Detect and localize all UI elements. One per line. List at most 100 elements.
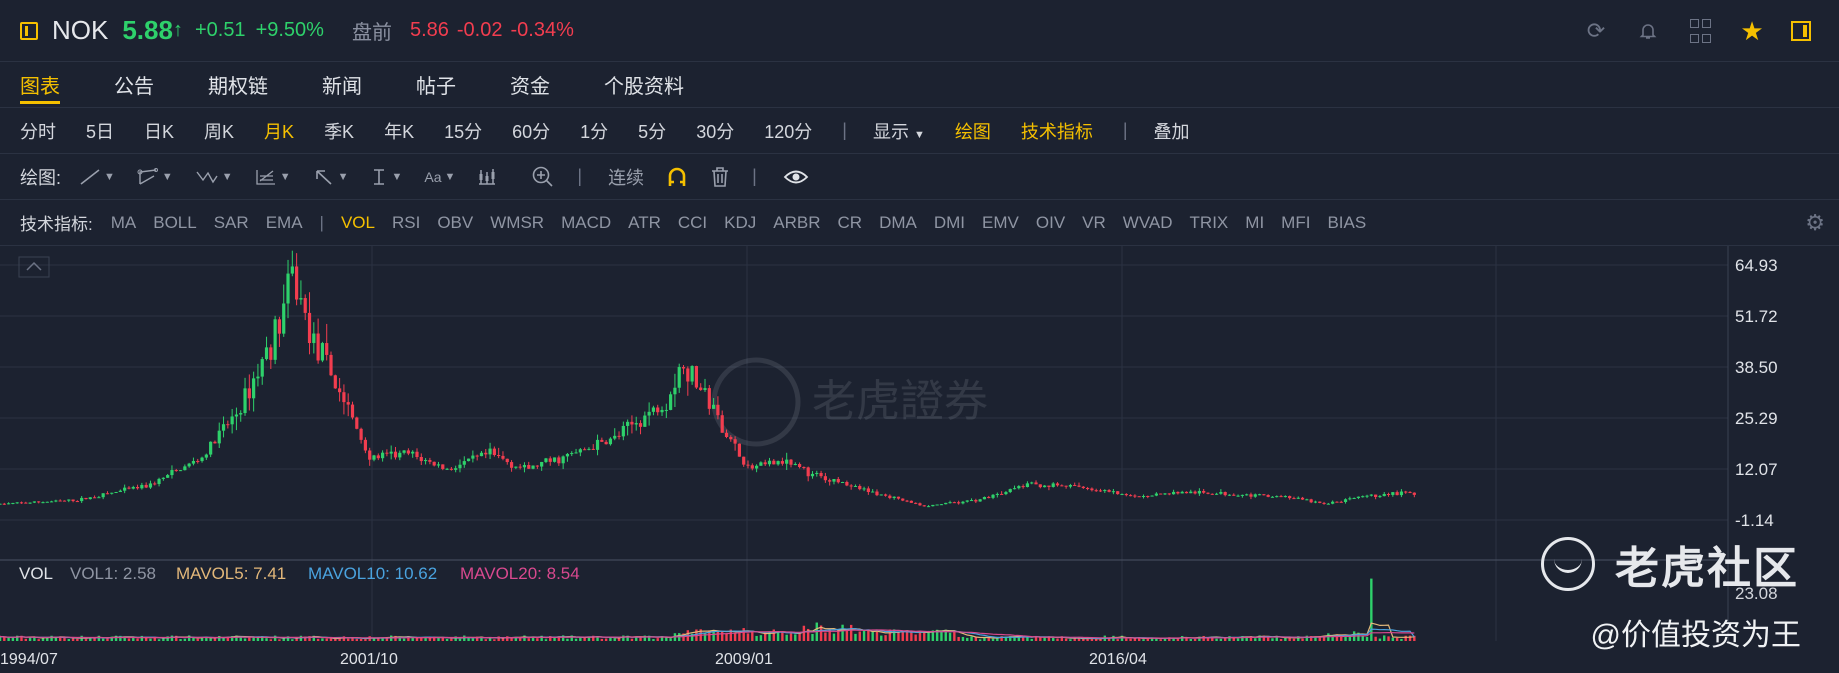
candle-body	[1296, 497, 1300, 499]
volume-bar	[875, 631, 879, 641]
kline-chart[interactable]: 老虎證券 64.93 51.72 38.50 25.29 12.07 -1.14 VOL …	[0, 246, 1839, 673]
tab-options-chain[interactable]: 期权链	[208, 76, 268, 98]
indicator-emv[interactable]: EMV	[982, 212, 1019, 232]
indicator-wmsr[interactable]: WMSR	[490, 212, 545, 232]
volume-bar	[1082, 639, 1085, 641]
candle-body	[991, 494, 995, 498]
candle-body	[333, 375, 337, 389]
candle-body	[840, 482, 845, 484]
tab-posts[interactable]: 帖子	[416, 76, 456, 98]
period-weekly[interactable]: 周K	[204, 121, 235, 142]
period-1min[interactable]: 1分	[580, 121, 609, 142]
indicator-obv[interactable]: OBV	[437, 212, 474, 232]
period-15min[interactable]: 15分	[444, 121, 483, 142]
candle-body	[608, 438, 613, 445]
period-daily[interactable]: 日K	[144, 121, 175, 142]
indicator-rsi[interactable]: RSI	[391, 212, 421, 232]
indicator-mi[interactable]: MI	[1245, 212, 1265, 232]
indicator-boll[interactable]: BOLL	[153, 212, 197, 232]
tab-chart[interactable]: 图表	[20, 62, 60, 108]
star-icon[interactable]: ★	[1740, 15, 1764, 46]
indicator-sar[interactable]: SAR	[213, 212, 249, 232]
tab-news[interactable]: 新闻	[322, 76, 362, 98]
channel-tool-icon[interactable]: ▼	[137, 167, 173, 186]
continuous-toggle[interactable]: 连续	[608, 167, 645, 188]
indicator-macd[interactable]: MACD	[561, 212, 612, 232]
period-60min[interactable]: 60分	[512, 121, 551, 142]
collapse-button[interactable]	[18, 256, 50, 278]
indicator-bias[interactable]: BIAS	[1327, 212, 1367, 232]
candle-body	[303, 298, 307, 313]
volume-bar	[1378, 638, 1382, 641]
zoom-icon[interactable]	[531, 165, 555, 189]
magnet-icon[interactable]	[666, 166, 688, 188]
indicator-kdj[interactable]: KDJ	[724, 212, 757, 232]
period-120min[interactable]: 120分	[764, 121, 813, 142]
indicator-wvad[interactable]: WVAD	[1122, 212, 1173, 232]
indicator-oiv[interactable]: OIV	[1035, 212, 1066, 232]
volume-bar	[269, 639, 273, 641]
volume-bar	[639, 637, 642, 641]
indicator-cr[interactable]: CR	[837, 212, 863, 232]
indicator-mfi[interactable]: MFI	[1281, 212, 1311, 232]
trash-icon[interactable]	[710, 166, 730, 188]
bell-icon[interactable]	[1635, 18, 1661, 44]
indicator-vol[interactable]: VOL	[340, 212, 375, 232]
candle-body	[578, 449, 582, 453]
volume-bar	[961, 636, 965, 641]
overlay-button[interactable]: 叠加	[1153, 121, 1190, 142]
indicator-atr[interactable]: ATR	[628, 212, 661, 232]
candle-tool-icon[interactable]	[477, 168, 497, 186]
candle-body	[1189, 491, 1193, 494]
author-watermark: @价值投资为王	[1590, 619, 1801, 652]
candle-body	[1043, 485, 1047, 488]
gear-icon[interactable]: ⚙	[1805, 209, 1825, 235]
indicator-ma[interactable]: MA	[110, 212, 137, 232]
volume-bar	[1245, 636, 1248, 641]
draw-toggle[interactable]: 绘图	[954, 121, 991, 142]
line-tool-icon[interactable]: ▼	[79, 168, 115, 186]
volume-bar	[935, 629, 939, 641]
text-tool-icon[interactable]: Aa ▼	[424, 168, 456, 185]
tab-announcements[interactable]: 公告	[114, 76, 154, 98]
candle-body	[256, 376, 260, 379]
candle-body	[1034, 482, 1038, 485]
candle-body	[509, 462, 514, 468]
indicator-toggle[interactable]: 技术指标	[1020, 121, 1093, 142]
period-5day[interactable]: 5日	[86, 121, 115, 142]
indicator-ema[interactable]: EMA	[265, 212, 303, 232]
period-30min[interactable]: 30分	[696, 121, 735, 142]
volume-bar	[1155, 638, 1158, 641]
indicator-trix[interactable]: TRIX	[1189, 212, 1229, 232]
grid-icon[interactable]	[1687, 18, 1713, 44]
candle-body	[1292, 498, 1296, 500]
period-yearly[interactable]: 年K	[384, 121, 415, 142]
volume-bar	[789, 633, 793, 641]
wave-tool-icon[interactable]: ▼	[195, 168, 233, 186]
measure-tool-icon[interactable]: ▼	[370, 168, 402, 186]
panel-icon[interactable]	[1791, 21, 1811, 41]
candle-body	[763, 462, 767, 465]
volume-bar	[957, 636, 960, 641]
tab-capital[interactable]: 资金	[510, 76, 550, 98]
volume-bar	[41, 637, 45, 641]
period-quarterly[interactable]: 季K	[324, 121, 355, 142]
indicator-arbr[interactable]: ARBR	[773, 212, 821, 232]
display-dropdown[interactable]: 显示 ▼	[873, 118, 925, 144]
arrow-tool-icon[interactable]: ▼	[313, 168, 348, 186]
tab-profile[interactable]: 个股资料	[604, 76, 684, 98]
candle-body	[1133, 495, 1137, 497]
indicator-dma[interactable]: DMA	[879, 212, 917, 232]
indicator-vr[interactable]: VR	[1082, 212, 1106, 232]
candle-body	[1193, 491, 1197, 494]
indicator-dmi[interactable]: DMI	[933, 212, 966, 232]
period-intraday[interactable]: 分时	[20, 121, 56, 142]
fibonacci-tool-icon[interactable]: ▼	[255, 168, 291, 186]
period-5min[interactable]: 5分	[638, 121, 667, 142]
eye-icon[interactable]	[783, 168, 809, 186]
indicator-cci[interactable]: CCI	[677, 212, 708, 232]
symbol-icon[interactable]	[20, 21, 38, 40]
candle-body	[1309, 499, 1313, 503]
period-monthly[interactable]: 月K	[264, 121, 295, 142]
refresh-icon[interactable]: ⟳	[1586, 18, 1606, 43]
